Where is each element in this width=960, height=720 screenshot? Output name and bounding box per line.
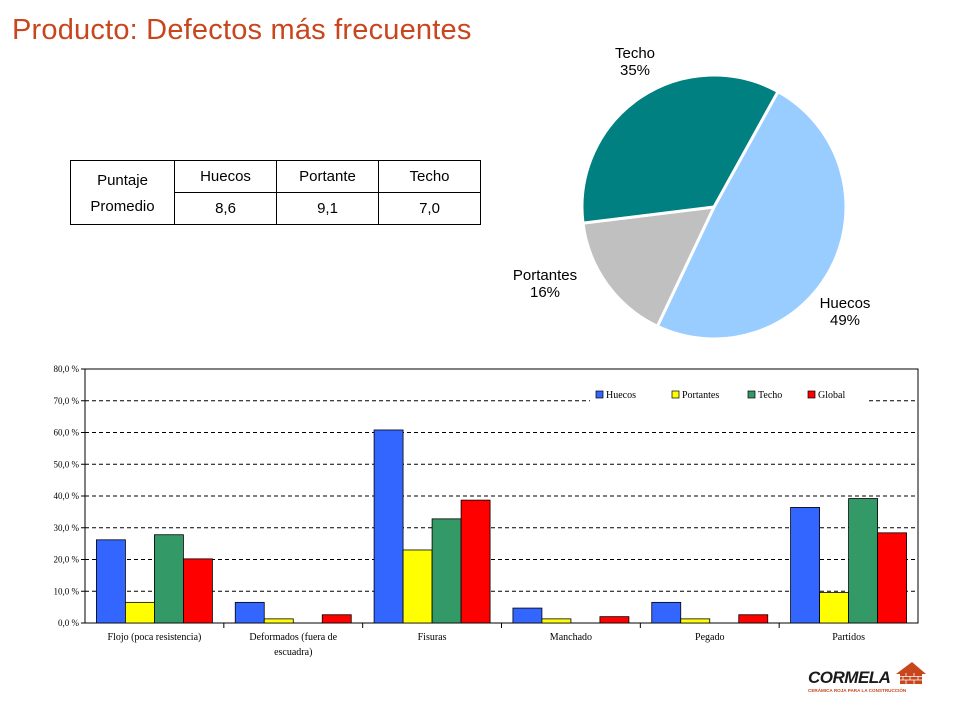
bar-techo-0	[154, 534, 184, 624]
bar-portantes-5	[819, 592, 849, 624]
legend-label-portantes: Portantes	[682, 390, 719, 401]
legend-label-techo: Techo	[758, 390, 782, 401]
bar-legend: Huecos Portantes Techo Global	[590, 387, 868, 403]
bar-techo-2	[431, 518, 462, 624]
bar-huecos-1	[234, 601, 265, 624]
bar-portantes-2	[402, 549, 433, 624]
bar-huecos-0	[96, 539, 126, 624]
y-tick-label: 50,0 %	[54, 459, 80, 469]
score-value-techo: 7,0	[378, 192, 481, 225]
pie-label-huecos: Huecos	[820, 295, 871, 312]
pie-label-techo: Techo	[615, 45, 655, 62]
y-tick-label: 80,0 %	[54, 364, 80, 374]
score-header-techo: Techo	[378, 160, 481, 193]
score-header-huecos: Huecos	[174, 160, 277, 193]
bar-global-4	[738, 614, 769, 624]
legend-swatch-global	[807, 390, 816, 399]
score-header-portante: Portante	[276, 160, 379, 193]
x-category-label: escuadra)	[274, 647, 312, 658]
pie-slice-portantes	[581, 205, 717, 329]
bar-global-5	[877, 532, 907, 624]
bar-global-1	[321, 614, 352, 624]
y-tick-label: 70,0 %	[54, 396, 80, 406]
pie-slice-techo	[580, 73, 781, 225]
slide-title: Producto: Defectos más frecuentes	[12, 14, 472, 46]
bar-portantes-0	[125, 601, 155, 624]
score-table: Puntaje Promedio Huecos Portante Techo 8…	[70, 160, 481, 225]
y-tick-label: 0,0 %	[58, 618, 80, 628]
x-category-label: Pegado	[695, 632, 724, 643]
legend-swatch-portantes	[671, 390, 680, 399]
x-category-label: Deformados (fuera de	[249, 632, 337, 643]
bar-huecos-3	[512, 607, 543, 624]
pie-value-huecos: 49%	[830, 312, 860, 329]
legend-label-huecos: Huecos	[606, 390, 636, 401]
legend-swatch-huecos	[595, 390, 604, 399]
bar-global-2	[460, 499, 491, 624]
pie-value-techo: 35%	[620, 62, 650, 79]
score-label-line2: Promedio	[90, 197, 155, 215]
pie-value-portantes: 16%	[530, 284, 560, 301]
x-category-label: Partidos	[832, 632, 865, 643]
legend-swatch-techo	[747, 390, 756, 399]
legend-box	[590, 387, 868, 403]
pie-label-portantes: Portantes	[513, 267, 577, 284]
logo-tagline: CERÁMICA ROJA PARA LA CONSTRUCCIÓN	[808, 688, 907, 693]
bar-huecos-5	[790, 507, 820, 624]
y-tick-label: 60,0 %	[54, 428, 80, 438]
logo-wordmark: CORMELA	[808, 668, 891, 687]
y-tick-label: 10,0 %	[54, 586, 80, 596]
y-tick-label: 20,0 %	[54, 555, 80, 565]
legend-label-global: Global	[818, 390, 845, 401]
defect-bar-chart: 0,0 % 10,0 % 20,0 % 30,0 % 40,0 % 50,0 % 60,0 …	[54, 364, 919, 658]
bar-huecos-4	[651, 601, 682, 624]
bar-portantes-1	[263, 618, 294, 624]
score-table-label: Puntaje Promedio	[70, 160, 175, 225]
y-tick-label: 40,0 %	[54, 491, 80, 501]
cormela-logo: CORMELA CERÁMICA ROJA PARA LA CONSTRUCCI…	[808, 660, 928, 700]
bar-portantes-3	[541, 618, 572, 624]
score-value-huecos: 8,6	[174, 192, 277, 225]
score-value-portante: 9,1	[276, 192, 379, 225]
bar-huecos-2	[373, 429, 404, 624]
pie-slice-huecos	[655, 89, 848, 341]
x-category-label: Flojo (poca resistencia)	[107, 632, 201, 643]
x-category-label: Manchado	[550, 632, 592, 643]
roof-logo-icon	[896, 662, 926, 684]
y-tick-label: 30,0 %	[54, 523, 80, 533]
bar-techo-5	[848, 498, 878, 624]
x-category-label: Fisuras	[418, 632, 447, 643]
score-label-line1: Puntaje	[97, 171, 148, 189]
bar-global-0	[183, 558, 213, 624]
bar-portantes-4	[680, 618, 711, 624]
bar-global-3	[599, 616, 630, 624]
